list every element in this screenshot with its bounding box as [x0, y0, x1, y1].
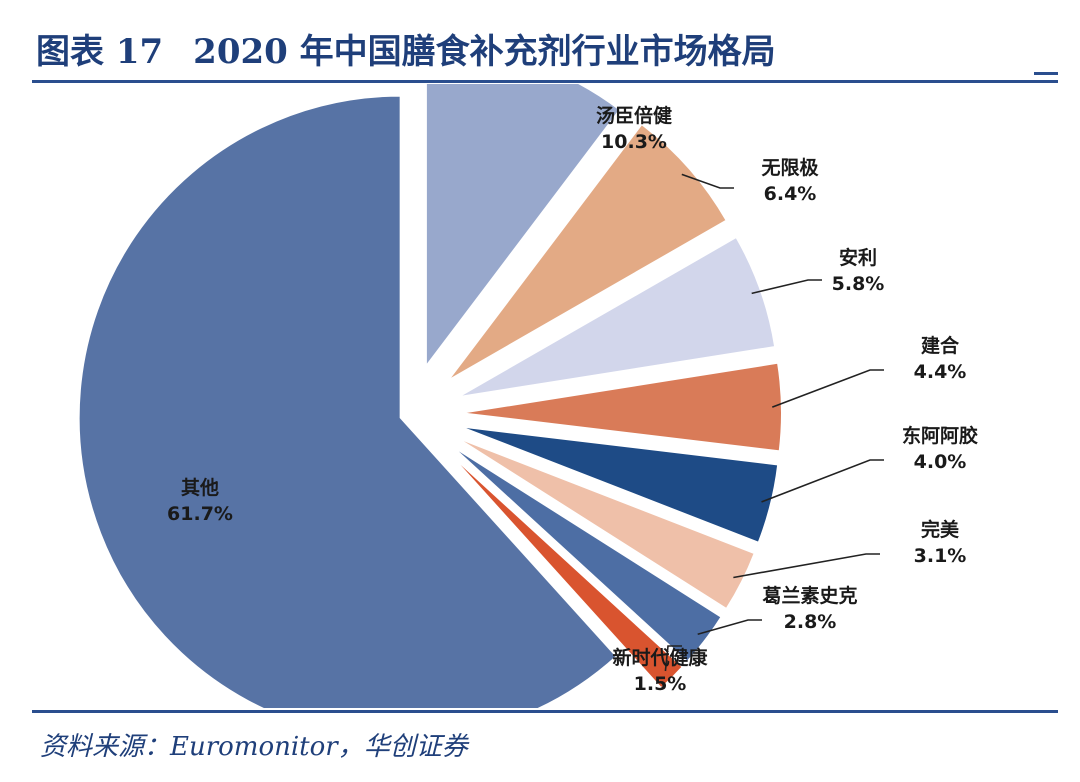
slice-name-label: 完美 [921, 518, 960, 541]
pie-slice-1 [424, 84, 622, 370]
leader-line-4 [771, 369, 884, 408]
title-rule-tick [1034, 72, 1058, 75]
leader-line-2 [681, 173, 734, 189]
leader-line-5 [761, 459, 884, 503]
slice-name-label: 新时代健康 [612, 646, 708, 669]
leader-line-6 [733, 553, 880, 579]
slice-name-label: 安利 [839, 246, 877, 269]
pie-slice-2 [446, 122, 729, 382]
slice-value-label: 4.0% [914, 451, 967, 473]
slice-name-label: 无限极 [761, 156, 819, 179]
figure-label: 图表 17 [36, 32, 164, 72]
slice-name-label: 建合 [921, 334, 960, 357]
pie-slice-7 [449, 443, 723, 664]
leader-line-3 [751, 279, 822, 295]
slice-value-label: 4.4% [914, 361, 967, 383]
pie-chart-svg: 汤臣倍健 10.3% 无限极 6.4% 安利 5.8% 建合 4.4% 东阿阿胶 4.0% 完美 3.… [77, 84, 978, 708]
chart-title: 图表 17 2020 年中国膳食补充剂行业市场格局 [36, 24, 776, 73]
slice-value-label: 61.7% [167, 503, 233, 525]
leader-line-7 [697, 619, 762, 636]
slice-name-label: 东阿阿胶 [902, 424, 978, 447]
title-rule [32, 80, 1058, 83]
slice-name-label: 其他 [181, 476, 219, 499]
footer-rule [32, 710, 1058, 713]
pie-slice-5 [458, 425, 780, 545]
pie-slice-3 [456, 235, 777, 399]
slice-name-label: 汤臣倍健 [596, 104, 672, 127]
figure-header: 图表 17 2020 年中国膳食补充剂行业市场格局 [36, 14, 1046, 78]
slice-value-label: 1.5% [634, 673, 687, 695]
source-note: 资料来源：Euromonitor，华创证券 [40, 732, 468, 762]
slice-value-label: 2.8% [784, 611, 837, 633]
pie-slices [77, 84, 783, 708]
pie-slice-9 [77, 94, 619, 708]
slice-value-label: 6.4% [764, 183, 817, 205]
pie-chart: 汤臣倍健 10.3% 无限极 6.4% 安利 5.8% 建合 4.4% 东阿阿胶 4.0% 完美 3.… [0, 84, 1080, 708]
pie-slice-8 [444, 448, 685, 690]
pie-slice-4 [459, 361, 783, 453]
figure-title-text: 2020 年中国膳食补充剂行业市场格局 [193, 32, 776, 72]
slice-name-label: 葛兰素史克 [761, 584, 857, 607]
slice-value-label: 5.8% [832, 273, 885, 295]
slice-labels: 汤臣倍健 10.3% 无限极 6.4% 安利 5.8% 建合 4.4% 东阿阿胶 4.0% 完美 3.… [167, 104, 978, 695]
slice-value-label: 3.1% [914, 545, 967, 567]
leader-lines [664, 173, 884, 672]
leader-line-8 [664, 645, 682, 672]
slice-value-label: 10.3% [601, 131, 667, 153]
pie-slice-6 [454, 435, 757, 611]
